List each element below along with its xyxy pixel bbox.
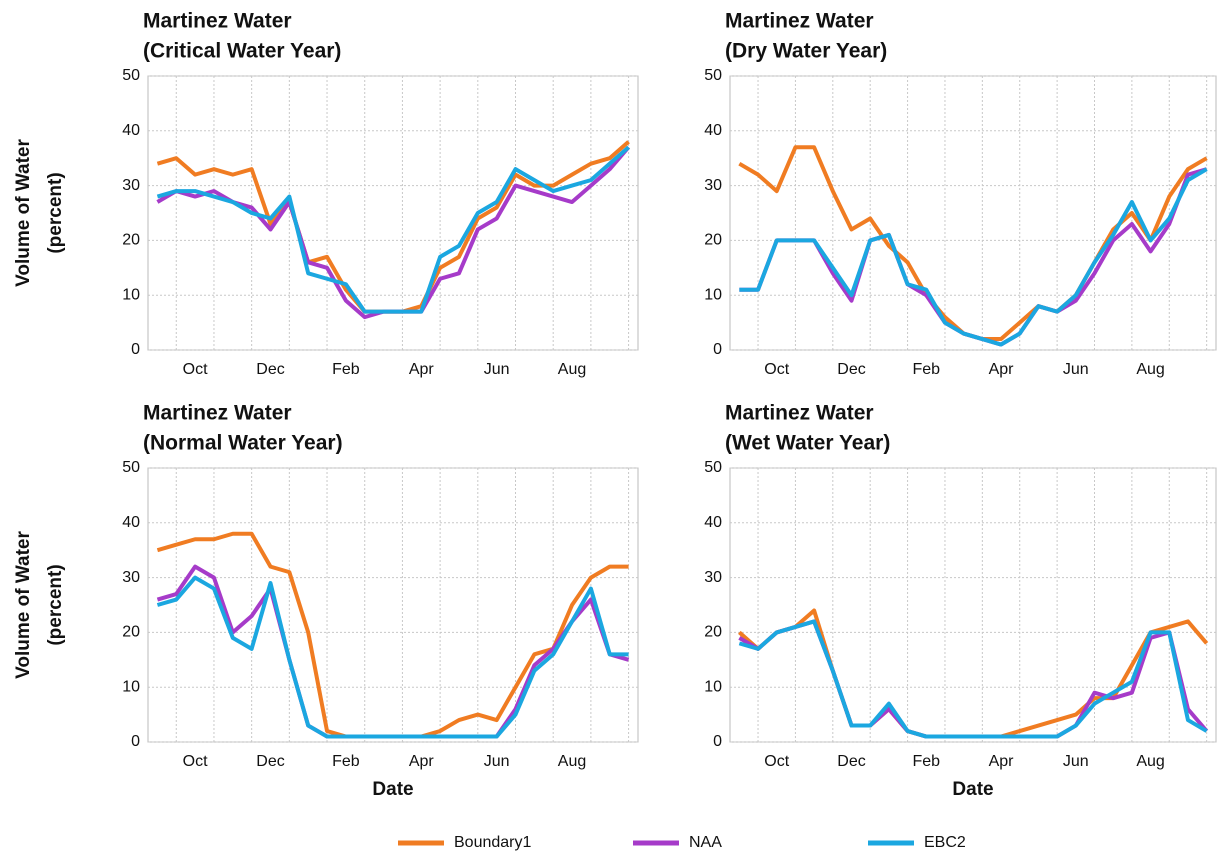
data-line	[739, 167, 1208, 347]
x-tick-label: Aug	[558, 361, 586, 378]
y-tick-label: 0	[713, 733, 722, 750]
x-tick-label: Apr	[409, 361, 435, 378]
chart-title: Martinez Water	[143, 402, 292, 425]
x-tick-label: Dec	[837, 753, 865, 770]
x-tick-label: Jun	[1063, 361, 1089, 378]
plot-area	[729, 75, 1217, 351]
x-tick-label: Aug	[1136, 753, 1164, 770]
data-line	[738, 619, 1208, 739]
chart-title: Martinez Water	[725, 402, 874, 425]
y-tick-label: 50	[122, 67, 140, 84]
chart-title: (Critical Water Year)	[143, 40, 341, 63]
x-tick-label: Oct	[183, 361, 208, 378]
x-tick-label: Jun	[484, 753, 510, 770]
y-axis-label: (percent)	[45, 172, 66, 253]
y-tick-label: 20	[122, 232, 140, 249]
y-tick-label: 10	[704, 678, 722, 695]
x-tick-label: Aug	[1136, 361, 1164, 378]
x-tick-label: Dec	[837, 361, 865, 378]
x-tick-label: Feb	[912, 753, 940, 770]
y-tick-label: 50	[704, 67, 722, 84]
x-tick-label: Apr	[989, 361, 1015, 378]
data-line	[156, 531, 629, 739]
x-tick-label: Oct	[764, 361, 789, 378]
data-line	[156, 575, 629, 739]
x-tick-label: Apr	[409, 753, 435, 770]
y-tick-label: 20	[704, 232, 722, 249]
y-tick-label: 50	[122, 459, 140, 476]
y-tick-label: 40	[704, 514, 722, 531]
y-tick-label: 10	[704, 286, 722, 303]
y-tick-label: 40	[122, 122, 140, 139]
y-tick-label: 20	[122, 624, 140, 641]
y-tick-label: 30	[122, 177, 140, 194]
data-line	[738, 619, 1209, 739]
x-tick-label: Oct	[183, 753, 208, 770]
y-axis-label: Volume of Water	[13, 531, 34, 679]
y-axis-label: (percent)	[45, 564, 66, 645]
y-tick-label: 10	[122, 286, 140, 303]
chart-title: Martinez Water	[143, 10, 292, 33]
data-line	[738, 145, 1208, 342]
x-tick-label: Feb	[332, 361, 360, 378]
data-line	[156, 145, 630, 314]
x-tick-label: Jun	[484, 361, 510, 378]
y-tick-label: 30	[122, 569, 140, 586]
x-tick-label: Oct	[764, 753, 789, 770]
y-tick-label: 40	[704, 122, 722, 139]
data-line	[156, 564, 630, 739]
y-tick-label: 50	[704, 459, 722, 476]
chart-title: Martinez Water	[725, 10, 874, 33]
y-tick-label: 30	[704, 177, 722, 194]
chart-title: (Dry Water Year)	[725, 40, 887, 63]
y-tick-label: 30	[704, 569, 722, 586]
y-axis-label: Volume of Water	[13, 139, 34, 287]
data-line	[156, 140, 630, 314]
x-tick-label: Aug	[558, 753, 586, 770]
legend-label: NAA	[689, 834, 722, 851]
y-tick-label: 0	[713, 341, 722, 358]
x-tick-label: Apr	[989, 753, 1015, 770]
plot-area	[729, 467, 1217, 743]
y-tick-label: 0	[131, 341, 140, 358]
legend-label: EBC2	[924, 834, 966, 851]
x-tick-label: Feb	[912, 361, 940, 378]
legend-label: Boundary1	[454, 834, 531, 851]
data-line	[739, 167, 1208, 347]
x-axis-label: Date	[372, 779, 413, 800]
x-axis-label: Date	[952, 779, 993, 800]
x-tick-label: Feb	[332, 753, 360, 770]
chart-title: (Wet Water Year)	[725, 432, 890, 455]
plot-area	[147, 75, 639, 351]
y-tick-label: 10	[122, 678, 140, 695]
y-tick-label: 0	[131, 733, 140, 750]
chart-title: (Normal Water Year)	[143, 432, 343, 455]
x-tick-label: Dec	[256, 753, 284, 770]
x-tick-label: Jun	[1063, 753, 1089, 770]
y-tick-label: 40	[122, 514, 140, 531]
x-tick-label: Dec	[256, 361, 284, 378]
y-tick-label: 20	[704, 624, 722, 641]
